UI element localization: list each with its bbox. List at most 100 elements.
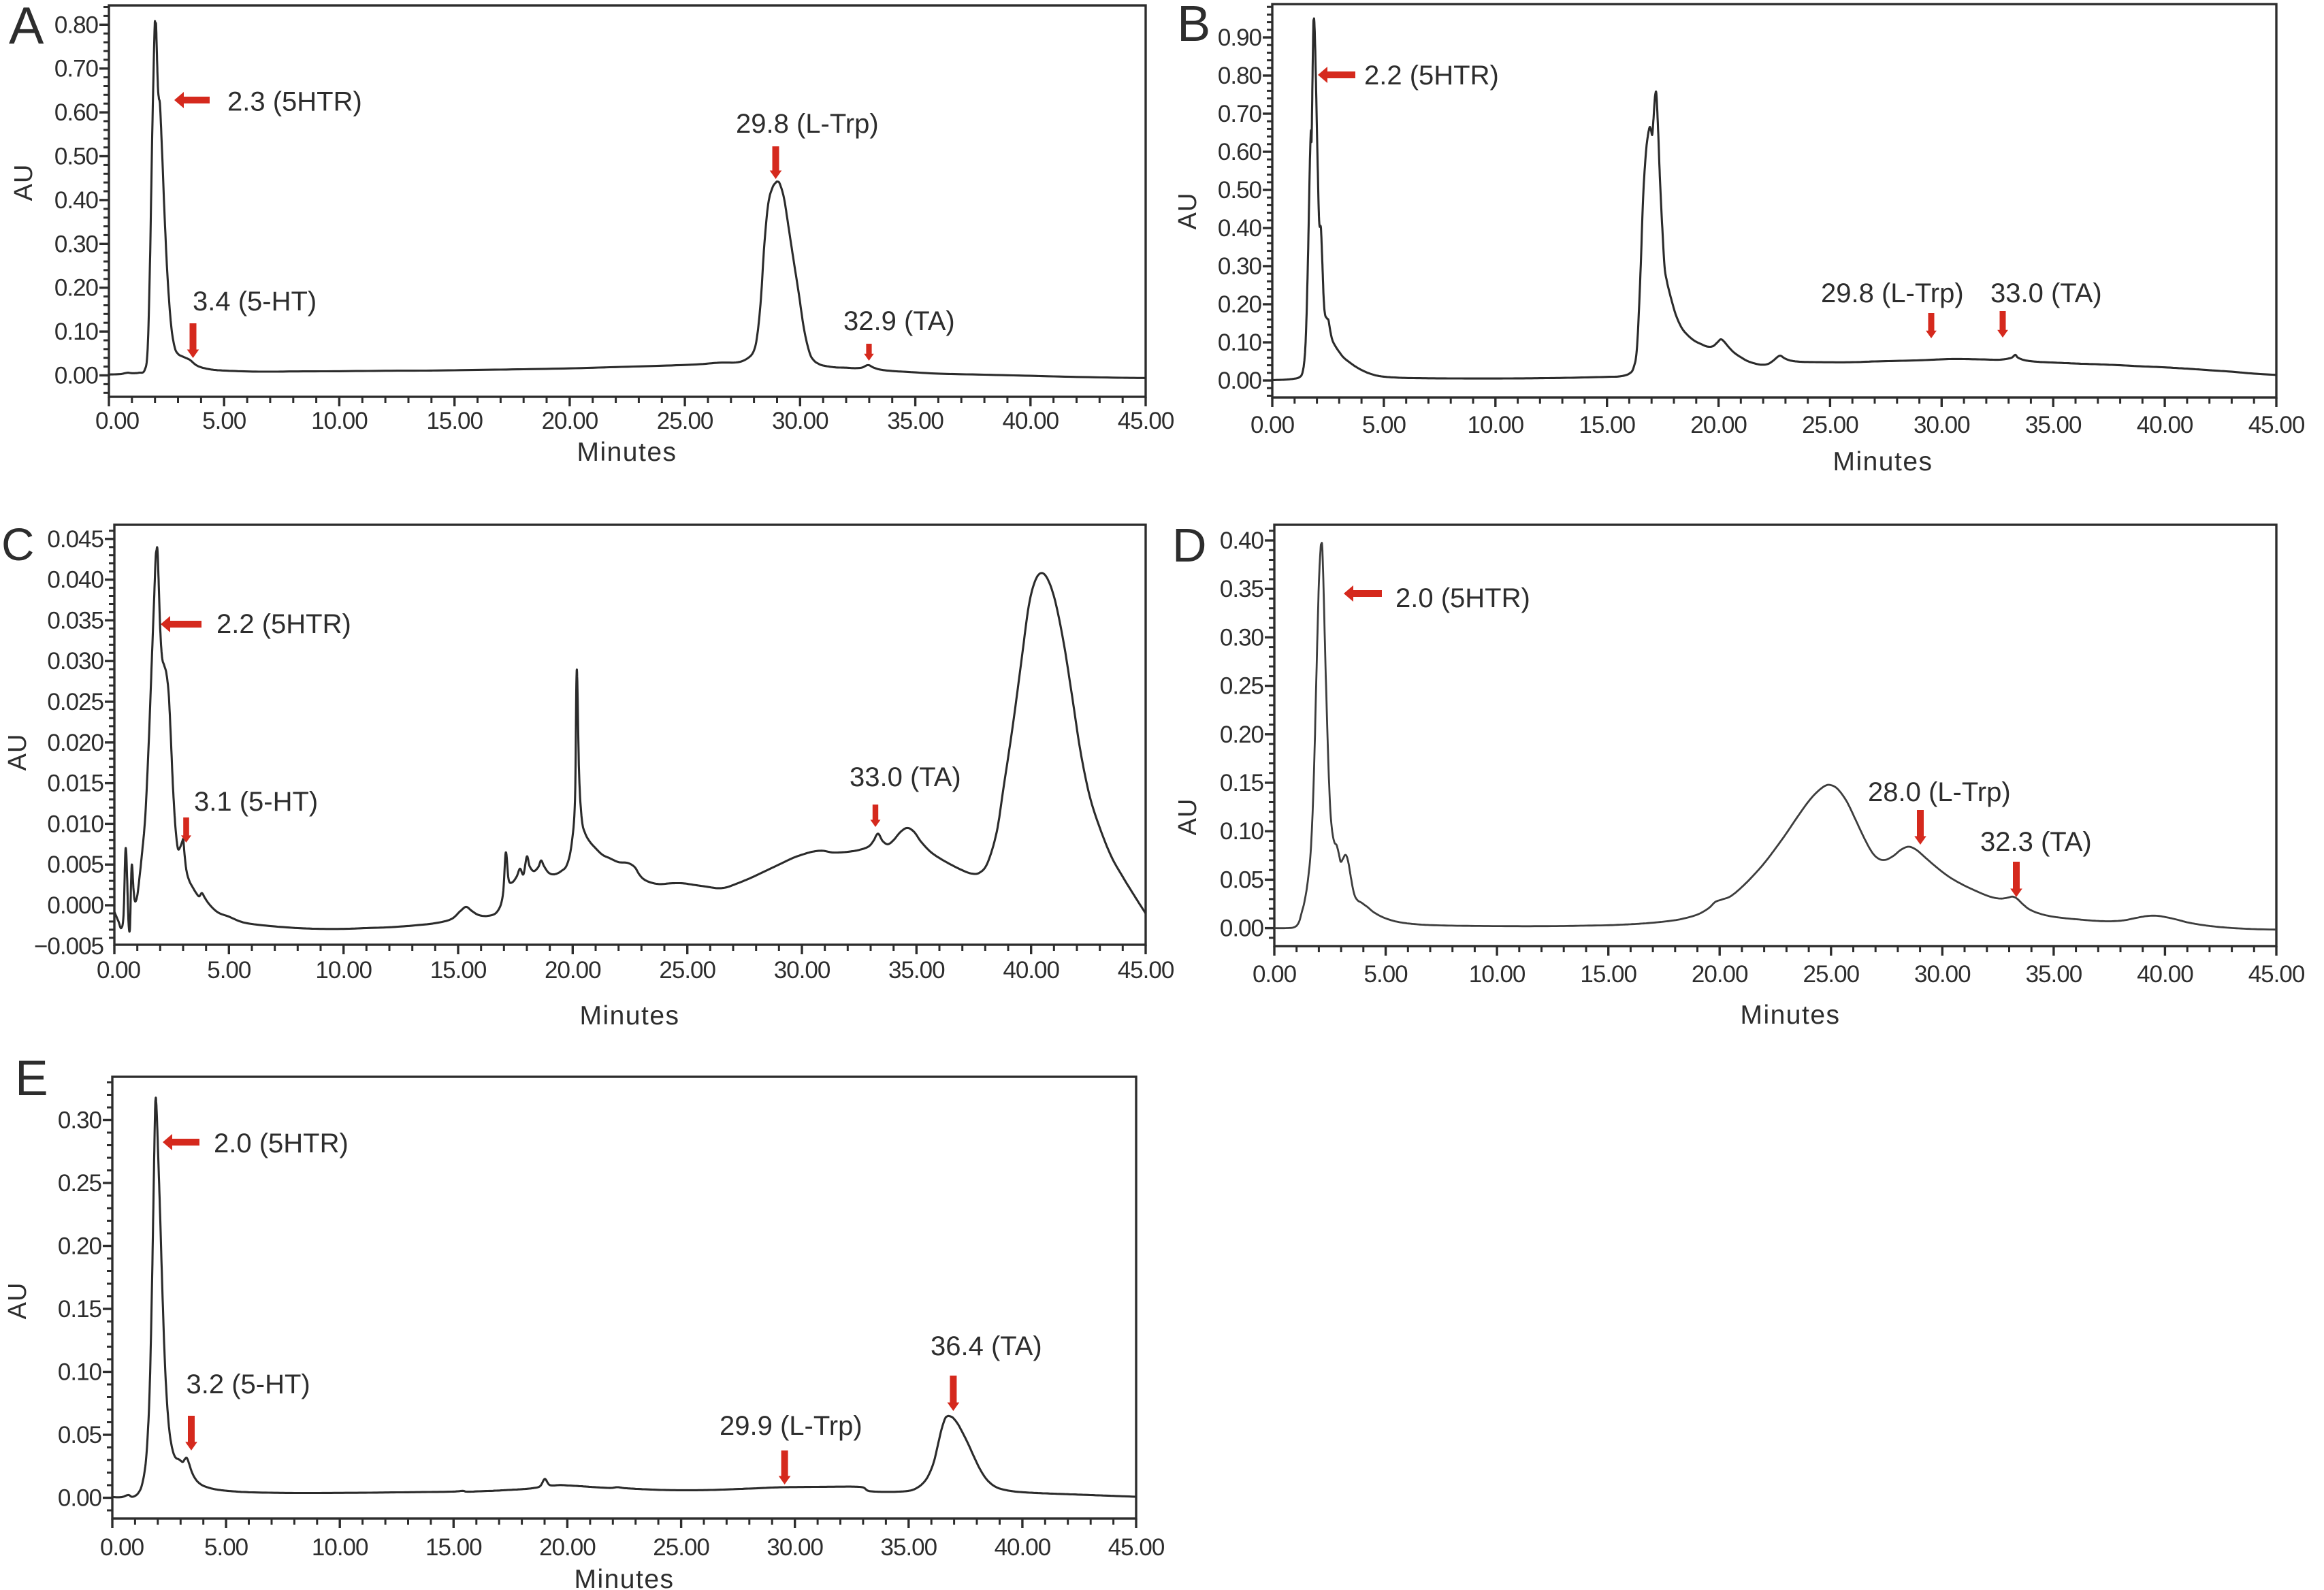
svg-text:0.60: 0.60 bbox=[54, 99, 99, 126]
svg-text:0.05: 0.05 bbox=[58, 1422, 101, 1448]
svg-text:2.2 (5HTR): 2.2 (5HTR) bbox=[1364, 61, 1499, 91]
svg-text:0.20: 0.20 bbox=[54, 275, 99, 302]
svg-text:15.00: 15.00 bbox=[426, 408, 483, 434]
svg-text:3.4 (5-HT): 3.4 (5-HT) bbox=[193, 287, 317, 317]
svg-text:20.00: 20.00 bbox=[539, 1534, 596, 1561]
svg-text:20.00: 20.00 bbox=[542, 408, 598, 434]
svg-text:35.00: 35.00 bbox=[887, 408, 943, 434]
svg-text:0.10: 0.10 bbox=[54, 319, 99, 345]
svg-text:30.00: 30.00 bbox=[1914, 961, 1971, 988]
svg-text:45.00: 45.00 bbox=[1118, 957, 1174, 984]
svg-text:10.00: 10.00 bbox=[312, 1534, 368, 1561]
svg-text:0.40: 0.40 bbox=[1220, 528, 1264, 554]
svg-text:2.0 (5HTR): 2.0 (5HTR) bbox=[214, 1129, 349, 1158]
svg-text:35.00: 35.00 bbox=[2025, 412, 2082, 438]
svg-text:10.00: 10.00 bbox=[311, 408, 368, 434]
svg-text:0.50: 0.50 bbox=[54, 144, 99, 170]
svg-text:30.00: 30.00 bbox=[772, 408, 828, 434]
svg-text:25.00: 25.00 bbox=[657, 408, 713, 434]
svg-text:0.045: 0.045 bbox=[47, 526, 103, 553]
svg-text:10.00: 10.00 bbox=[315, 957, 372, 984]
svg-text:32.3 (TA): 32.3 (TA) bbox=[1980, 827, 2092, 857]
svg-text:35.00: 35.00 bbox=[881, 1534, 937, 1561]
svg-text:AU: AU bbox=[10, 164, 38, 201]
svg-text:35.00: 35.00 bbox=[888, 957, 945, 984]
svg-text:5.00: 5.00 bbox=[1364, 961, 1408, 988]
svg-text:29.9 (L-Trp): 29.9 (L-Trp) bbox=[720, 1411, 862, 1441]
svg-text:0.040: 0.040 bbox=[47, 567, 103, 594]
svg-text:0.80: 0.80 bbox=[1218, 63, 1262, 89]
svg-text:E: E bbox=[15, 1051, 48, 1106]
svg-text:40.00: 40.00 bbox=[995, 1534, 1051, 1561]
svg-text:2.2 (5HTR): 2.2 (5HTR) bbox=[216, 609, 351, 639]
svg-text:2.0 (5HTR): 2.0 (5HTR) bbox=[1395, 583, 1530, 613]
svg-text:30.00: 30.00 bbox=[766, 1534, 823, 1561]
svg-text:25.00: 25.00 bbox=[1802, 412, 1858, 438]
svg-text:0.025: 0.025 bbox=[47, 689, 103, 715]
svg-text:40.00: 40.00 bbox=[2137, 412, 2193, 438]
svg-text:5.00: 5.00 bbox=[204, 1534, 248, 1561]
svg-text:0.00: 0.00 bbox=[97, 957, 141, 984]
svg-text:0.020: 0.020 bbox=[47, 730, 103, 756]
svg-text:0.50: 0.50 bbox=[1218, 177, 1262, 204]
svg-text:A: A bbox=[9, 0, 44, 55]
svg-text:0.25: 0.25 bbox=[1220, 673, 1263, 700]
svg-text:25.00: 25.00 bbox=[1803, 961, 1860, 988]
svg-text:0.25: 0.25 bbox=[58, 1170, 101, 1197]
svg-text:3.1 (5-HT): 3.1 (5-HT) bbox=[194, 787, 318, 817]
svg-text:AU: AU bbox=[3, 734, 32, 771]
svg-text:33.0 (TA): 33.0 (TA) bbox=[1990, 278, 2102, 308]
svg-text:0.10: 0.10 bbox=[58, 1359, 102, 1386]
svg-text:0.30: 0.30 bbox=[1220, 624, 1264, 651]
svg-text:0.00: 0.00 bbox=[1253, 961, 1297, 988]
svg-text:30.00: 30.00 bbox=[774, 957, 830, 984]
svg-text:0.90: 0.90 bbox=[1218, 25, 1262, 51]
svg-text:0.20: 0.20 bbox=[1220, 721, 1264, 748]
svg-text:D: D bbox=[1172, 519, 1207, 572]
svg-text:0.20: 0.20 bbox=[58, 1233, 102, 1260]
svg-text:0.00: 0.00 bbox=[54, 363, 99, 389]
svg-text:10.00: 10.00 bbox=[1468, 412, 1524, 438]
svg-text:45.00: 45.00 bbox=[2248, 412, 2305, 438]
svg-text:Minutes: Minutes bbox=[1740, 1001, 1840, 1030]
svg-text:30.00: 30.00 bbox=[1914, 412, 1970, 438]
svg-text:0.035: 0.035 bbox=[47, 607, 103, 634]
svg-text:0.30: 0.30 bbox=[1218, 253, 1262, 280]
svg-text:3.2 (5-HT): 3.2 (5-HT) bbox=[187, 1369, 310, 1399]
svg-text:5.00: 5.00 bbox=[1362, 412, 1406, 438]
svg-text:33.0 (TA): 33.0 (TA) bbox=[850, 762, 961, 792]
svg-text:29.8 (L-Trp): 29.8 (L-Trp) bbox=[736, 109, 879, 139]
svg-text:20.00: 20.00 bbox=[1692, 961, 1748, 988]
svg-text:0.00: 0.00 bbox=[58, 1485, 102, 1512]
svg-text:0.10: 0.10 bbox=[1218, 329, 1262, 356]
svg-text:25.00: 25.00 bbox=[659, 957, 715, 984]
svg-text:45.00: 45.00 bbox=[1118, 408, 1174, 434]
svg-text:0.80: 0.80 bbox=[54, 12, 99, 38]
svg-text:AU: AU bbox=[3, 1282, 32, 1320]
svg-text:15.00: 15.00 bbox=[430, 957, 487, 984]
svg-text:25.00: 25.00 bbox=[653, 1534, 709, 1561]
svg-text:0.010: 0.010 bbox=[47, 811, 103, 837]
svg-text:0.70: 0.70 bbox=[54, 56, 99, 82]
svg-text:36.4 (TA): 36.4 (TA) bbox=[931, 1331, 1042, 1361]
svg-text:Minutes: Minutes bbox=[574, 1565, 674, 1590]
svg-text:0.00: 0.00 bbox=[1220, 915, 1264, 942]
svg-text:B: B bbox=[1177, 0, 1210, 52]
svg-text:29.8 (L-Trp): 29.8 (L-Trp) bbox=[1821, 278, 1964, 308]
svg-text:40.00: 40.00 bbox=[2137, 961, 2193, 988]
svg-text:0.70: 0.70 bbox=[1218, 101, 1262, 127]
svg-text:28.0 (L-Trp): 28.0 (L-Trp) bbox=[1868, 777, 2011, 807]
svg-text:C: C bbox=[1, 519, 34, 570]
svg-text:0.60: 0.60 bbox=[1218, 139, 1262, 165]
svg-text:15.00: 15.00 bbox=[1580, 961, 1636, 988]
svg-text:Minutes: Minutes bbox=[1833, 447, 1933, 476]
svg-text:Minutes: Minutes bbox=[579, 1001, 679, 1031]
svg-text:AU: AU bbox=[1174, 798, 1202, 836]
svg-text:2.3 (5HTR): 2.3 (5HTR) bbox=[227, 87, 362, 117]
svg-text:5.00: 5.00 bbox=[207, 957, 251, 984]
svg-text:0.35: 0.35 bbox=[1220, 576, 1263, 602]
svg-text:−0.005: −0.005 bbox=[34, 933, 103, 960]
svg-text:Minutes: Minutes bbox=[577, 438, 677, 467]
svg-text:5.00: 5.00 bbox=[202, 408, 246, 434]
svg-text:0.20: 0.20 bbox=[1218, 291, 1262, 318]
